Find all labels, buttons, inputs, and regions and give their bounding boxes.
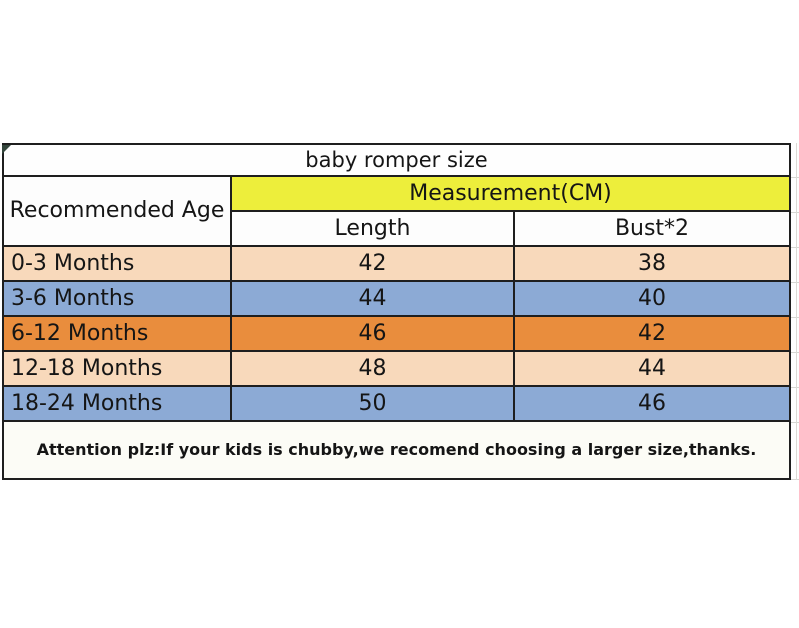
corner-fold-mark <box>2 145 11 154</box>
gridline-horizontal <box>791 177 799 178</box>
gridline-horizontal <box>791 422 799 423</box>
bust-cell: 44 <box>515 352 789 385</box>
gridline-remnants <box>791 143 799 480</box>
length-column-header: Length <box>232 212 513 245</box>
bust-cell: 46 <box>515 387 789 420</box>
bust-column-header: Bust*2 <box>515 212 789 245</box>
length-cell: 42 <box>232 247 513 280</box>
length-cell: 48 <box>232 352 513 385</box>
table-title: baby romper size <box>4 145 789 175</box>
length-cell: 46 <box>232 317 513 350</box>
age-cell: 6-12 Months <box>4 317 230 350</box>
measurement-header: Measurement(CM) <box>232 177 789 210</box>
age-cell: 18-24 Months <box>4 387 230 420</box>
size-table: baby romper size Recommended Age Measure… <box>2 143 791 480</box>
gridline-horizontal <box>791 479 799 480</box>
age-cell: 12-18 Months <box>4 352 230 385</box>
bust-cell: 42 <box>515 317 789 350</box>
gridline-horizontal <box>791 282 799 283</box>
length-cell: 50 <box>232 387 513 420</box>
length-cell: 44 <box>232 282 513 315</box>
gridline-vertical <box>796 143 797 480</box>
attention-note: Attention plz:If your kids is chubby,we … <box>4 422 789 478</box>
recommended-age-header: Recommended Age <box>4 177 230 245</box>
gridline-horizontal <box>791 247 799 248</box>
gridline-horizontal <box>791 352 799 353</box>
gridline-horizontal <box>791 212 799 213</box>
bust-cell: 40 <box>515 282 789 315</box>
age-cell: 0-3 Months <box>4 247 230 280</box>
age-cell: 3-6 Months <box>4 282 230 315</box>
gridline-horizontal <box>791 317 799 318</box>
gridline-horizontal <box>791 387 799 388</box>
bust-cell: 38 <box>515 247 789 280</box>
